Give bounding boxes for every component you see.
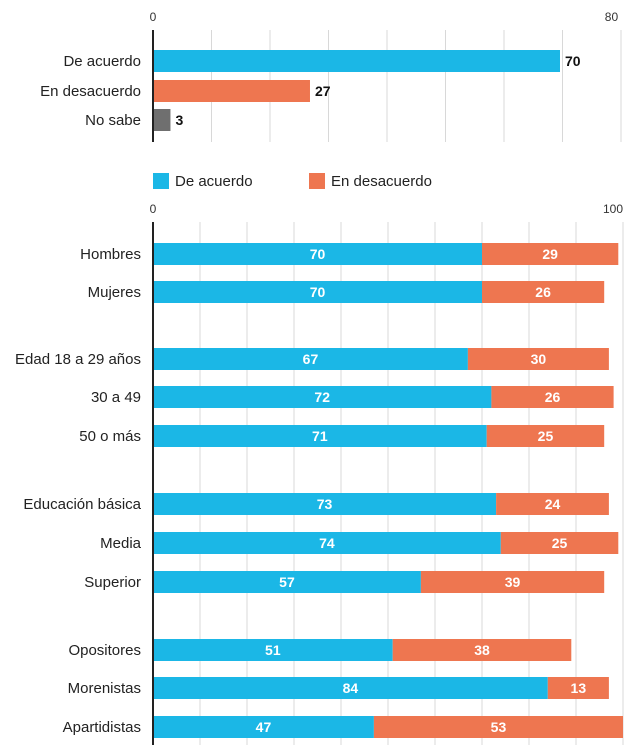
category-label: 50 o más: [79, 428, 141, 445]
data-label: 71: [312, 428, 328, 444]
category-label: Apartidistas: [63, 719, 141, 736]
category-label: Media: [100, 535, 142, 552]
data-label: 47: [256, 719, 272, 735]
category-label: No sabe: [85, 112, 141, 129]
category-label: Opositores: [68, 642, 141, 659]
category-label: Hombres: [80, 246, 141, 263]
bar-agree: [153, 639, 393, 661]
bar-disagree: [486, 425, 605, 447]
legend-label: En desacuerdo: [331, 173, 432, 190]
bar-agree: [153, 571, 421, 593]
bar-disagree: [500, 532, 619, 554]
data-label: 29: [542, 246, 558, 262]
data-label: 26: [535, 284, 551, 300]
bar-agree: [153, 425, 487, 447]
bar-disagree: [373, 716, 623, 738]
bar-agree: [153, 386, 492, 408]
bar-agree: [153, 677, 548, 699]
bar-agree: [153, 716, 374, 738]
data-label: 38: [474, 642, 490, 658]
data-label: 26: [545, 389, 561, 405]
bar-disagree: [547, 677, 609, 699]
tick-label: 80: [605, 10, 619, 24]
data-label: 30: [531, 351, 547, 367]
legend-swatch-disagree: [309, 173, 325, 189]
category-label: Mujeres: [88, 284, 141, 301]
bar-agree: [153, 348, 468, 370]
data-label: 70: [310, 284, 326, 300]
data-label: 51: [265, 642, 281, 658]
data-label: 25: [538, 428, 554, 444]
bar-agree: [153, 281, 482, 303]
bar-disagree: [496, 493, 609, 515]
bar-disagree: [420, 571, 605, 593]
bar: [153, 109, 171, 131]
bar-disagree: [491, 386, 614, 408]
data-label: 73: [317, 496, 333, 512]
bar-disagree: [482, 243, 619, 265]
tick-label: 100: [603, 202, 623, 216]
legend-swatch-agree: [153, 173, 169, 189]
data-label: 13: [571, 680, 587, 696]
data-label: 3: [175, 112, 183, 128]
bar: [153, 50, 560, 72]
category-label: 30 a 49: [91, 389, 141, 406]
bar-disagree: [392, 639, 572, 661]
tick-label: 0: [150, 10, 157, 24]
data-label: 74: [319, 535, 335, 551]
data-label: 72: [314, 389, 330, 405]
data-label: 67: [303, 351, 319, 367]
data-label: 70: [565, 53, 581, 69]
category-label: Morenistas: [68, 680, 141, 697]
bar-disagree: [482, 281, 605, 303]
data-label: 84: [343, 680, 359, 696]
data-label: 57: [279, 574, 295, 590]
data-label: 27: [315, 83, 331, 99]
legend-label: De acuerdo: [175, 173, 253, 190]
category-label: Educación básica: [23, 496, 141, 513]
data-label: 53: [491, 719, 507, 735]
data-label: 70: [310, 246, 326, 262]
tick-label: 0: [150, 202, 157, 216]
category-label: De acuerdo: [63, 53, 141, 70]
category-label: Superior: [84, 574, 141, 591]
category-label: En desacuerdo: [40, 83, 141, 100]
bar: [153, 80, 310, 102]
data-label: 24: [545, 496, 561, 512]
data-label: 25: [552, 535, 568, 551]
bar-agree: [153, 493, 497, 515]
category-label: Edad 18 a 29 años: [15, 351, 141, 368]
bar-disagree: [467, 348, 609, 370]
bar-agree: [153, 532, 501, 554]
data-label: 39: [505, 574, 521, 590]
bar-agree: [153, 243, 482, 265]
